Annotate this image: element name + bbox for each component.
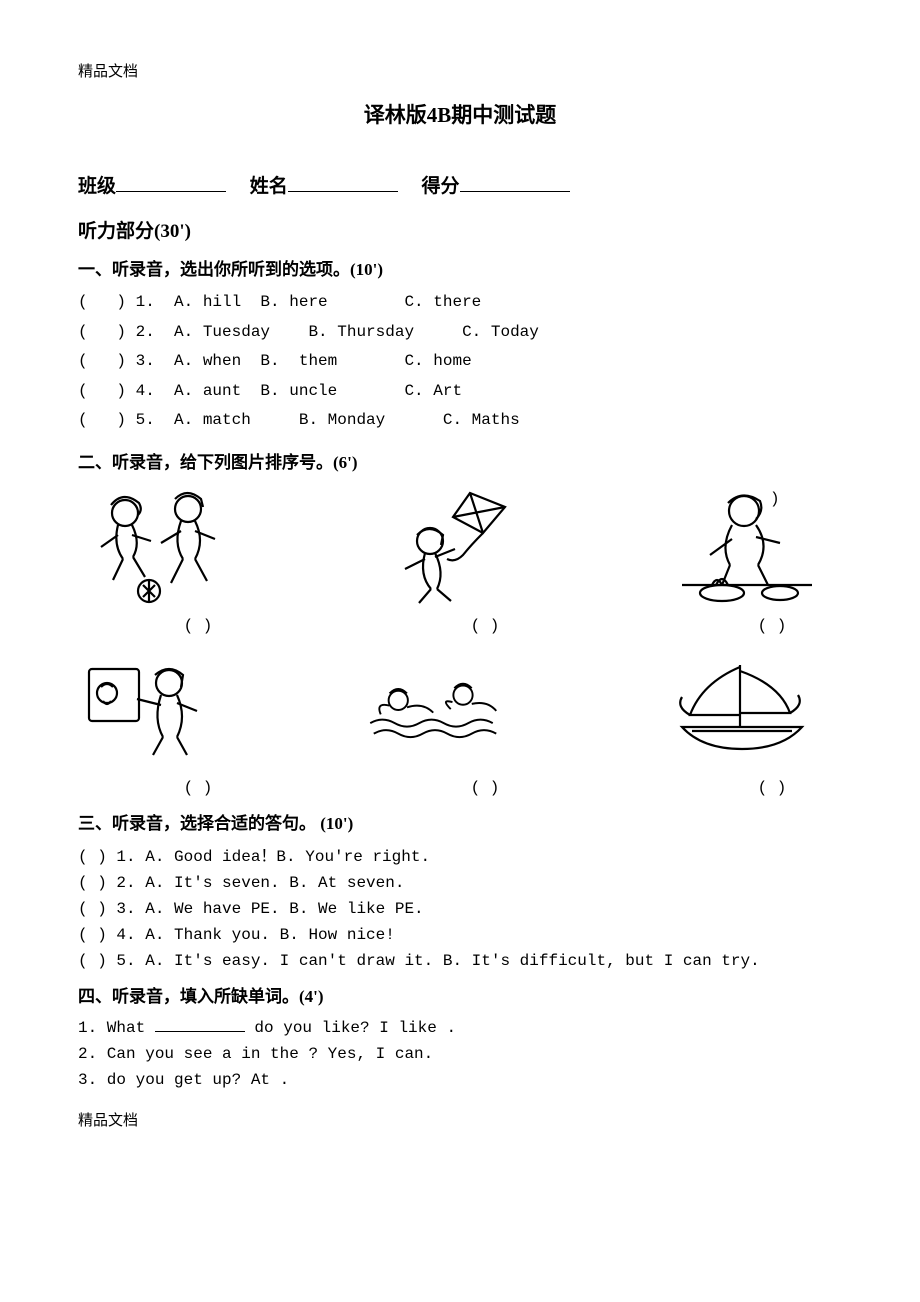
section-1-item-4: ( ) 4. A. aunt B. uncle C. Art bbox=[78, 377, 842, 407]
listening-section-title: 听力部分(30') bbox=[78, 216, 842, 243]
picture-eating-boy: ) bbox=[652, 483, 832, 613]
section-4-q3: 3. do you get up? At . bbox=[78, 1071, 842, 1089]
bracket-2-3[interactable]: ( ) bbox=[652, 779, 832, 797]
section-1-item-2: ( ) 2. A. Tuesday B. Thursday C. Today bbox=[78, 318, 842, 348]
section-3-item-4: ( ) 4. A. Thank you. B. How nice! bbox=[78, 926, 842, 944]
bracket-row-2: ( ) ( ) ( ) bbox=[78, 779, 842, 797]
bracket-1-1[interactable]: ( ) bbox=[78, 617, 258, 635]
header-watermark: 精品文档 bbox=[78, 60, 842, 81]
picture-sailboat bbox=[652, 645, 832, 775]
section-4-q2: 2. Can you see a in the ? Yes, I can. bbox=[78, 1045, 842, 1063]
picture-row-2 bbox=[78, 645, 842, 775]
swimmers-icon bbox=[365, 665, 505, 755]
soccer-kids-icon bbox=[83, 485, 253, 610]
section-4-heading: 四、听录音，填入所缺单词。(4') bbox=[78, 982, 842, 1007]
bracket-2-2[interactable]: ( ) bbox=[365, 779, 545, 797]
picture-painter-boy bbox=[78, 645, 218, 775]
picture-kite-boy bbox=[365, 483, 545, 613]
score-label: 得分 bbox=[422, 176, 460, 197]
section-3-item-2: ( ) 2. A. It's seven. B. At seven. bbox=[78, 874, 842, 892]
section-1-item-1: ( ) 1. A. hill B. here C. there bbox=[78, 288, 842, 318]
sailboat-icon bbox=[662, 657, 822, 762]
section-3-item-3: ( ) 3. A. We have PE. B. We like PE. bbox=[78, 900, 842, 918]
section-3-item-1: ( ) 1. A. Good idea！B. You're right. bbox=[78, 842, 842, 866]
eating-boy-icon: ) bbox=[662, 485, 822, 610]
picture-row-1: ) bbox=[78, 483, 842, 613]
q1-prefix: 1. What bbox=[78, 1019, 155, 1037]
footer-watermark: 精品文档 bbox=[78, 1109, 842, 1130]
class-label: 班级 bbox=[78, 176, 116, 197]
score-blank[interactable] bbox=[460, 171, 570, 192]
section-1-heading: 一、听录音，选出你所听到的选项。(10') bbox=[78, 255, 842, 280]
bracket-1-3[interactable]: ( ) bbox=[652, 617, 832, 635]
q1-blank[interactable] bbox=[155, 1015, 245, 1032]
section-4-q1: 1. What do you like? I like . bbox=[78, 1015, 842, 1037]
student-info-row: 班级 姓名 得分 bbox=[78, 171, 842, 198]
bracket-2-1[interactable]: ( ) bbox=[78, 779, 258, 797]
class-blank[interactable] bbox=[116, 171, 226, 192]
name-blank[interactable] bbox=[288, 171, 398, 192]
section-3-heading: 三、听录音，选择合适的答句。 (10') bbox=[78, 809, 842, 834]
kite-boy-icon bbox=[375, 485, 535, 610]
section-1-item-5: ( ) 5. A. match B. Monday C. Maths bbox=[78, 406, 842, 436]
svg-text:): ) bbox=[770, 490, 780, 508]
bracket-1-2[interactable]: ( ) bbox=[365, 617, 545, 635]
page: 精品文档 译林版4B期中测试题 班级 姓名 得分 听力部分(30') 一、听录音… bbox=[0, 0, 920, 1170]
picture-swimmers bbox=[365, 645, 505, 775]
name-label: 姓名 bbox=[250, 176, 288, 197]
picture-soccer-kids bbox=[78, 483, 258, 613]
section-1-item-3: ( ) 3. A. when B. them C. home bbox=[78, 347, 842, 377]
section-2-heading: 二、听录音，给下列图片排序号。(6') bbox=[78, 448, 842, 473]
section-3-item-5: ( ) 5. A. It's easy. I can't draw it. B.… bbox=[78, 952, 842, 970]
exam-title: 译林版4B期中测试题 bbox=[78, 99, 842, 129]
painter-boy-icon bbox=[83, 657, 213, 762]
bracket-row-1: ( ) ( ) ( ) bbox=[78, 617, 842, 635]
q1-suffix: do you like? I like . bbox=[245, 1019, 456, 1037]
